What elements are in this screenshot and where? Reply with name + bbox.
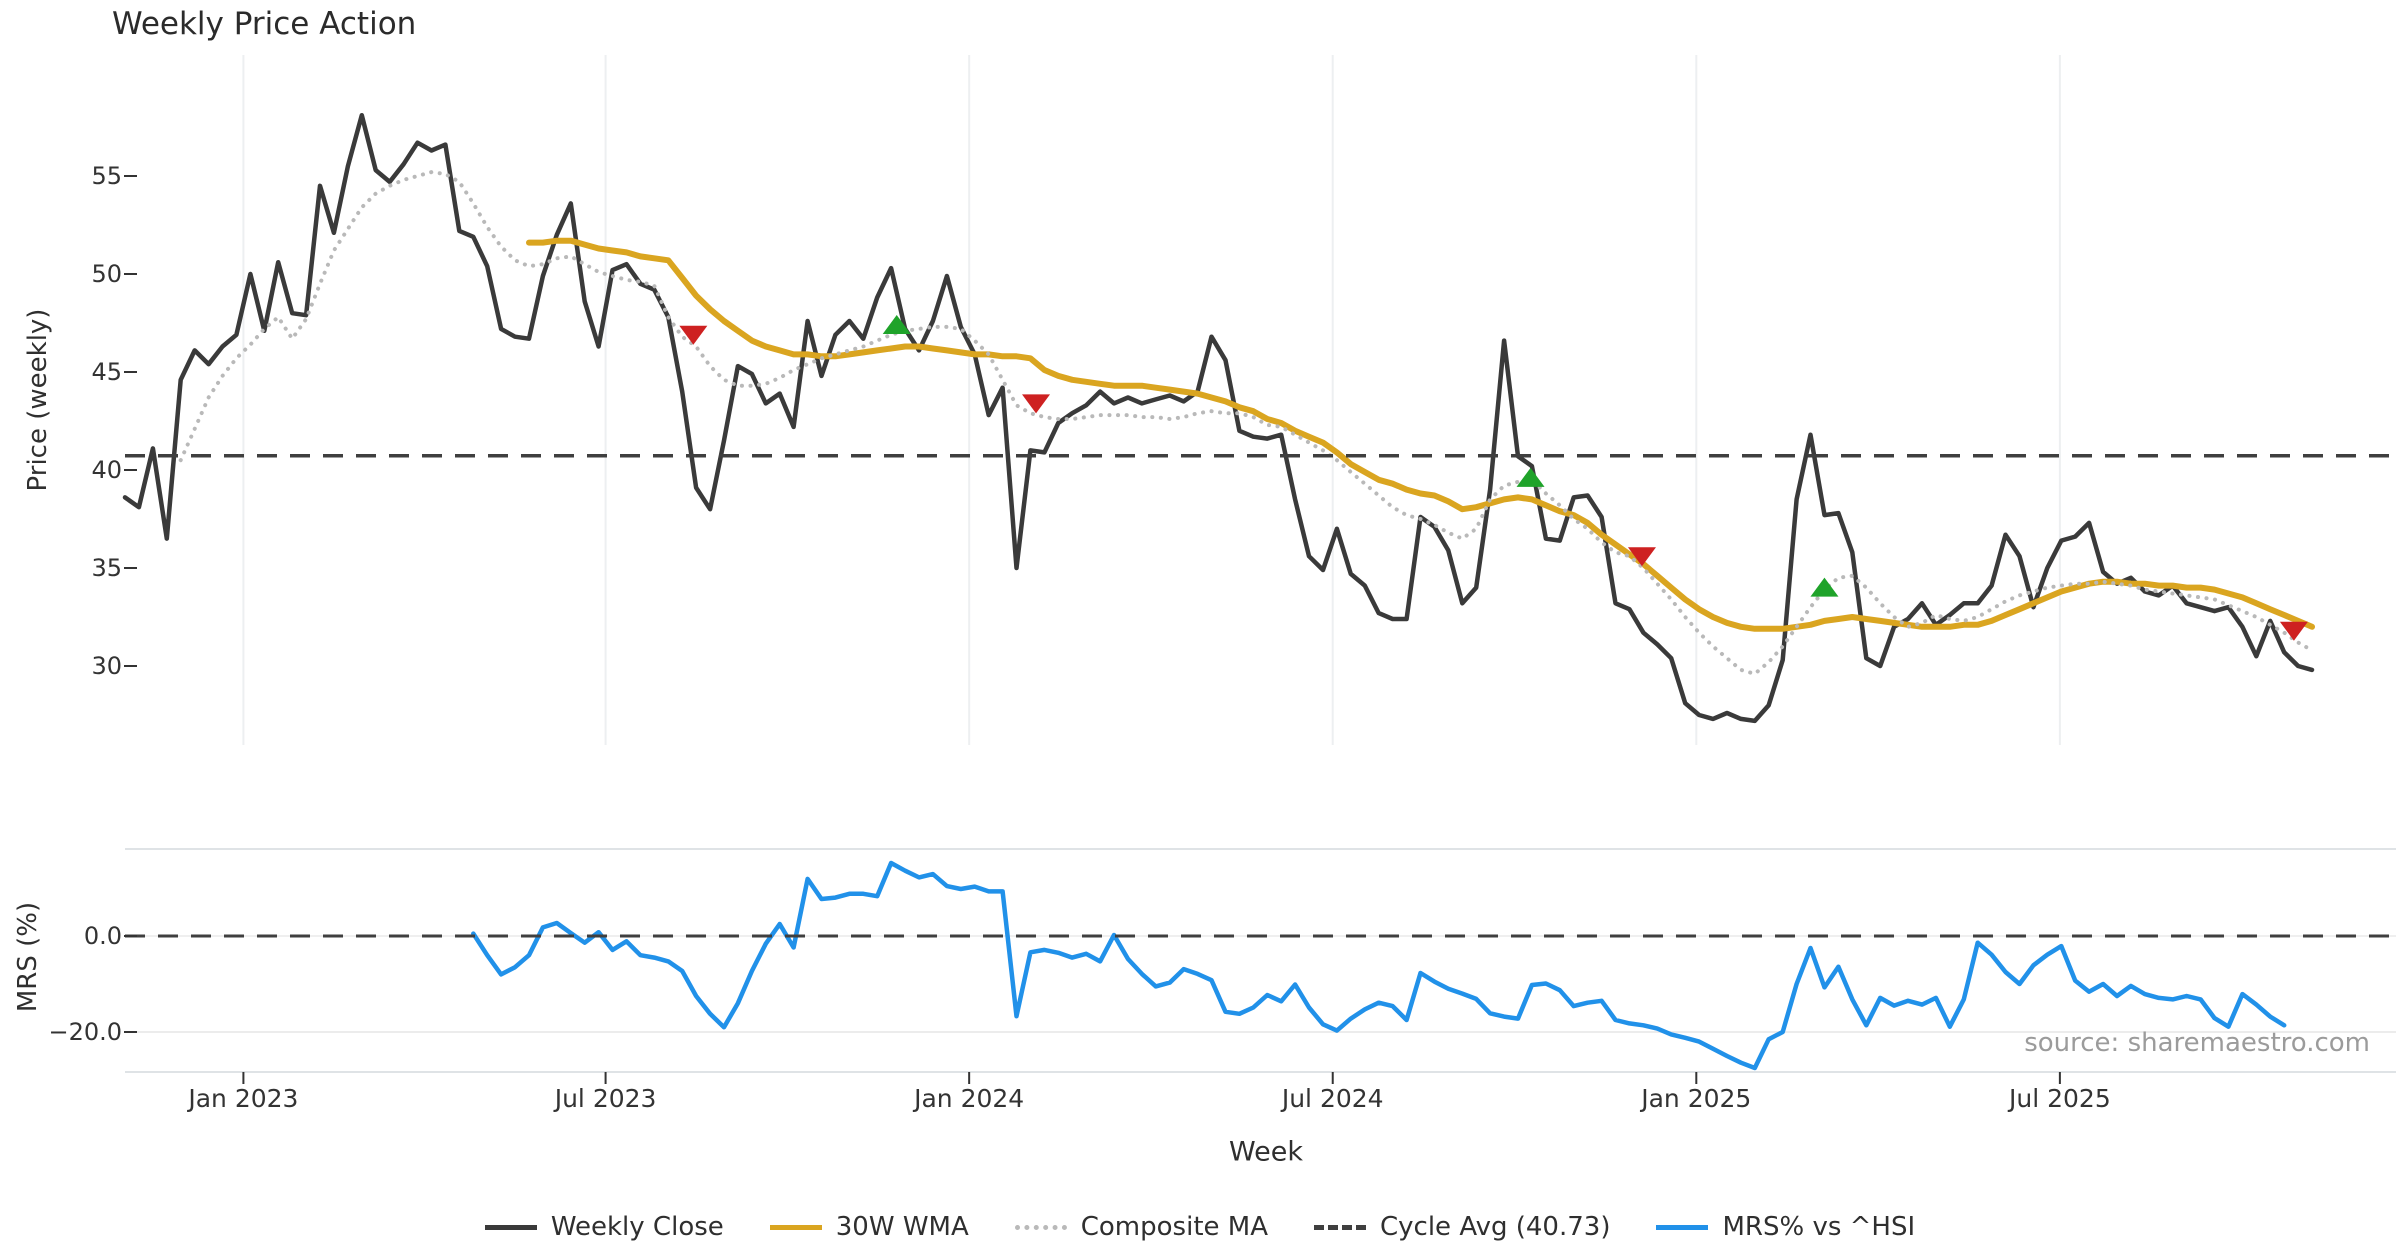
legend-swatch (1656, 1224, 1709, 1230)
legend-label: Weekly Close (550, 1212, 724, 1242)
xtick-label: Jan 2024 (914, 1084, 1025, 1113)
legend-label: MRS% vs ^HSI (1722, 1212, 1916, 1242)
mrs-axis-label: MRS (%) (13, 901, 43, 1013)
legend-swatch (769, 1224, 822, 1230)
legend-item-composite-ma: Composite MA (1014, 1212, 1268, 1242)
sell-signal-marker (1022, 394, 1051, 414)
legend-label: 30W WMA (835, 1212, 969, 1242)
legend-item-mrs-vs-hsi: MRS% vs ^HSI (1656, 1212, 1915, 1242)
chart-title: Weekly Price Action (112, 6, 417, 42)
price-ytick-label: 50 (91, 260, 122, 288)
xtick-label: Jul 2025 (2009, 1084, 2111, 1113)
price-ytick-label: 45 (91, 358, 122, 386)
price-ytick-label: 35 (91, 554, 122, 582)
legend-item-30w-wma: 30W WMA (769, 1212, 969, 1242)
buy-signal-marker (882, 314, 911, 334)
mrs-vs-hsi-line (471, 860, 2287, 1071)
sell-signal-marker (679, 325, 708, 345)
xtick-label: Jan 2023 (188, 1084, 299, 1113)
buy-signal-marker (1810, 577, 1839, 597)
chart-legend: Weekly Close 30W WMA Composite MA Cycle Avg… (0, 1212, 2400, 1242)
buy-signal-marker (1516, 467, 1545, 487)
legend-swatch (1314, 1224, 1366, 1230)
mrs-ytick-label: −20.0 (48, 1018, 122, 1046)
week-axis-label: Week (1229, 1136, 1303, 1168)
price-ytick-label: 30 (91, 652, 122, 680)
xtick-label: Jul 2024 (1281, 1084, 1384, 1113)
30w-wma-line (526, 237, 2315, 632)
source-note: source: sharemaestro.com (2024, 1028, 2370, 1058)
legend-swatch (484, 1224, 537, 1230)
price-ytick-label: 40 (91, 456, 122, 484)
sell-signal-marker (1627, 547, 1656, 567)
xtick-label: Jul 2023 (554, 1084, 657, 1113)
composite-ma-line (178, 170, 2314, 676)
legend-item-weekly-close: Weekly Close (484, 1212, 724, 1242)
legend-label: Cycle Avg (40.73) (1380, 1212, 1611, 1242)
legend-item-cycle-avg-40-73-: Cycle Avg (40.73) (1314, 1212, 1610, 1242)
legend-label: Composite MA (1080, 1212, 1268, 1242)
xtick-label: Jan 2025 (1641, 1084, 1752, 1113)
price-ytick-label: 55 (91, 162, 122, 190)
sell-signal-marker (2279, 621, 2308, 641)
weekly-close-line (122, 112, 2315, 724)
mrs-ytick-label: 0.0 (83, 922, 122, 950)
legend-swatch (1014, 1224, 1067, 1230)
